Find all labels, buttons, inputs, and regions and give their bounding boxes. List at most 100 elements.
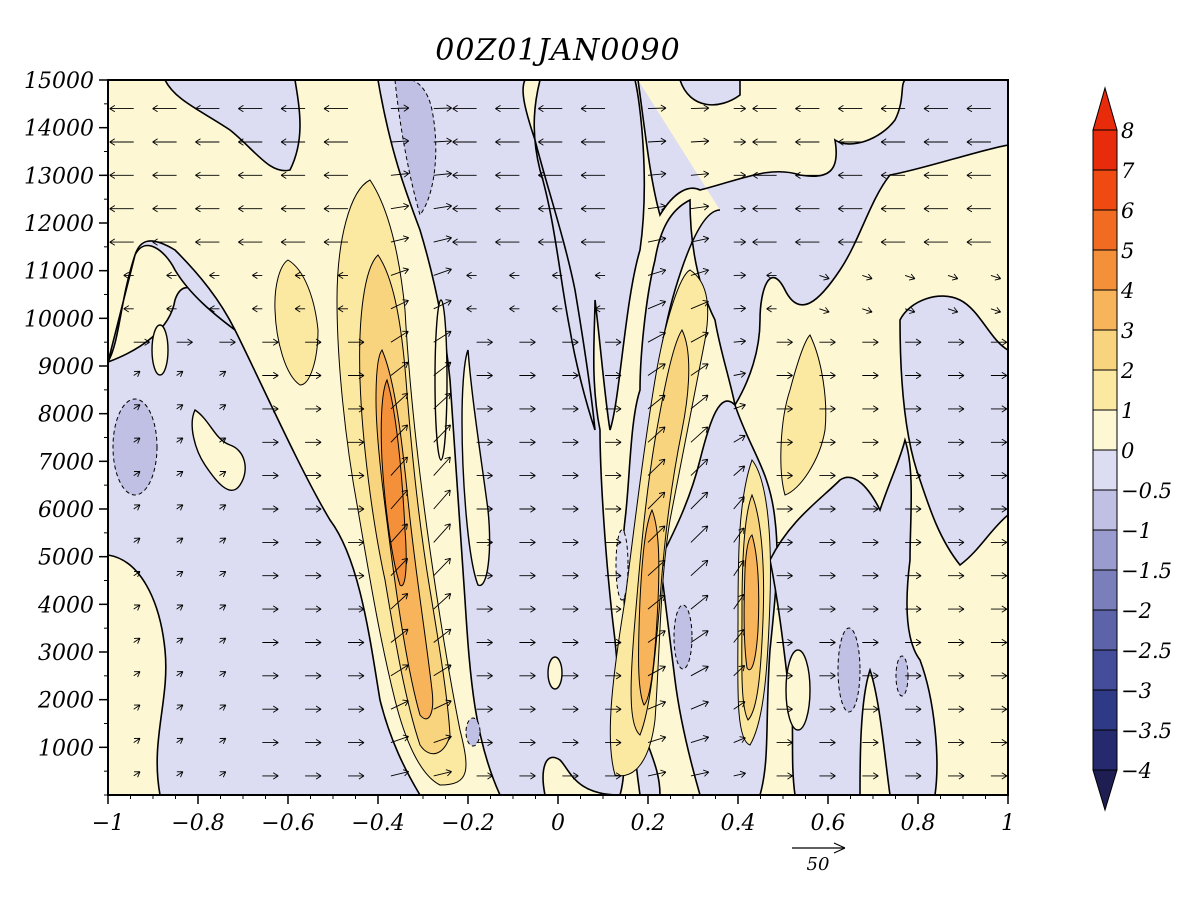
- wind-arrow: [990, 371, 1008, 380]
- wind-arrow: [390, 424, 409, 443]
- positive-island: [547, 656, 563, 690]
- wind-arrow: [690, 769, 710, 777]
- wind-arrow: [880, 205, 906, 213]
- wind-arrow: [690, 665, 709, 677]
- wind-arrow: [133, 704, 141, 711]
- wind-arrow: [538, 238, 563, 246]
- wind-arrow: [819, 672, 836, 680]
- wind-arrow: [733, 664, 746, 677]
- colorbar-high-extension: [1092, 86, 1118, 131]
- wind-arrow: [690, 137, 710, 145]
- wind-arrow: [176, 737, 184, 744]
- y-tick-label: 1000: [38, 736, 94, 761]
- wind-arrow: [452, 105, 477, 113]
- wind-arrow: [495, 205, 520, 213]
- wind-arrow: [776, 472, 793, 480]
- wind-arrow: [348, 739, 365, 747]
- colorbar-label: −1.5: [1121, 559, 1172, 583]
- wind-arrow: [262, 739, 279, 747]
- y-tick-label: 5000: [38, 546, 94, 571]
- wind-arrow: [219, 470, 227, 478]
- wind-arrow: [752, 138, 777, 146]
- wind-arrow: [990, 739, 1008, 747]
- wind-arrow: [476, 572, 493, 580]
- wind-arrow: [905, 338, 922, 346]
- colorbar-segment: [1092, 569, 1118, 611]
- wind-arrow: [605, 338, 622, 346]
- wind-arrow: [195, 238, 220, 246]
- wind-arrow: [348, 338, 365, 346]
- wind-arrow: [109, 238, 134, 246]
- wind-arrow: [280, 171, 306, 179]
- wind-arrow: [948, 538, 965, 546]
- wind-arrow: [433, 299, 452, 310]
- wind-arrow: [433, 330, 452, 343]
- wind-arrow: [452, 238, 477, 246]
- wind-arrow: [795, 238, 820, 246]
- wind-arrow: [766, 271, 777, 279]
- wind-arrow: [647, 331, 666, 343]
- wind-arrow: [923, 105, 948, 113]
- y-tick-label: 3000: [38, 641, 94, 666]
- wind-arrow: [647, 137, 667, 145]
- wind-arrow: [133, 504, 141, 511]
- wind-arrow: [862, 307, 873, 314]
- contour-field: [108, 80, 1008, 795]
- wind-arrow: [795, 171, 820, 179]
- wind-arrow: [819, 505, 836, 513]
- wind-arrow: [562, 772, 579, 780]
- wind-arrow: [905, 371, 922, 380]
- wind-arrow: [323, 238, 348, 246]
- wind-arrow: [390, 557, 409, 577]
- colorbar-low-extension: [1092, 769, 1118, 812]
- y-tick-label: 14000: [24, 117, 94, 142]
- wind-arrow: [476, 538, 493, 546]
- wind-arrow: [476, 638, 493, 647]
- wind-arrow: [733, 370, 746, 378]
- colorbar-label: −0.5: [1121, 479, 1172, 503]
- wind-arrow: [733, 527, 745, 543]
- wind-arrow: [923, 238, 948, 246]
- wind-arrow: [605, 638, 622, 647]
- wind-arrow: [990, 307, 1002, 314]
- wind-arrow: [219, 637, 227, 644]
- wind-arrow: [433, 557, 451, 577]
- colorbar-segment: [1092, 409, 1118, 451]
- wind-arrow: [123, 271, 134, 279]
- wind-arrow: [752, 171, 777, 179]
- wind-arrow: [109, 205, 134, 213]
- wind-arrow: [776, 705, 793, 713]
- y-tick-label: 9000: [38, 355, 94, 380]
- negative-region: [679, 80, 741, 106]
- colorbar-segment: [1092, 649, 1118, 691]
- wind-arrow: [862, 472, 879, 480]
- wind-arrow: [433, 424, 451, 443]
- colorbar-segment: [1092, 449, 1118, 491]
- colorbar-label: −3: [1121, 679, 1152, 703]
- wind-arrow: [819, 572, 836, 580]
- y-tick-label: 12000: [24, 212, 94, 237]
- wind-arrow: [990, 273, 1002, 281]
- wind-arrow: [495, 238, 520, 246]
- wind-arrow: [690, 394, 709, 410]
- wind-arrow: [690, 104, 710, 112]
- wind-arrow: [176, 504, 184, 511]
- wind-arrow: [862, 505, 879, 513]
- wind-arrow: [605, 472, 622, 480]
- wind-arrow: [904, 273, 916, 281]
- wind-arrow: [390, 267, 409, 276]
- y-tick-label: 2000: [37, 689, 94, 714]
- wind-arrow: [219, 571, 227, 578]
- wind-arrow: [690, 458, 709, 476]
- wind-arrow: [733, 238, 746, 246]
- colorbar-label: 2: [1120, 359, 1134, 383]
- wind-arrow: [647, 363, 666, 376]
- wind-arrow: [647, 594, 666, 610]
- colorbar-label: 8: [1121, 119, 1134, 143]
- wind-arrow: [305, 705, 322, 713]
- wind-arrow: [305, 538, 322, 546]
- wind-arrow: [133, 571, 141, 578]
- wind-arrow: [433, 664, 452, 677]
- wind-arrow: [176, 437, 184, 444]
- wind-arrow: [580, 205, 606, 213]
